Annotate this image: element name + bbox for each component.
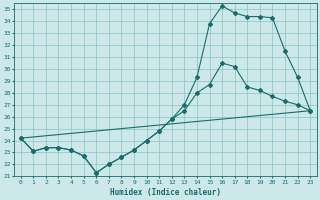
X-axis label: Humidex (Indice chaleur): Humidex (Indice chaleur) — [110, 188, 221, 197]
